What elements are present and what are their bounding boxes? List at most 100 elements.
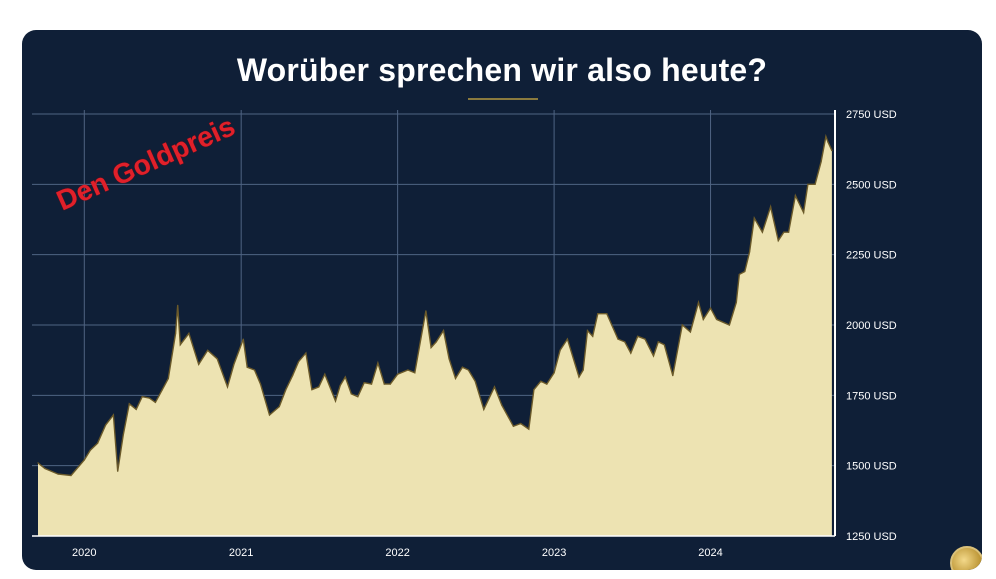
data-point [112, 414, 114, 416]
data-point [467, 369, 469, 371]
data-point [783, 231, 785, 233]
page-title: Worüber sprechen wir also heute? [236, 52, 768, 88]
data-point [716, 318, 718, 320]
y-tick-label: 1500 USD [846, 461, 897, 473]
data-point [586, 330, 589, 332]
data-point [501, 404, 503, 406]
data-point [57, 473, 59, 475]
data-point [350, 393, 352, 395]
data-point [141, 396, 143, 398]
data-point [420, 338, 422, 340]
data-point [652, 355, 655, 357]
data-point [278, 406, 280, 408]
data-point [377, 362, 379, 364]
data-point [559, 349, 561, 351]
data-point [83, 459, 85, 461]
data-point [226, 386, 229, 388]
data-point [37, 462, 39, 464]
data-point [483, 408, 485, 410]
data-point [606, 313, 608, 315]
data-point [318, 386, 320, 388]
data-point [370, 383, 373, 385]
data-point [777, 240, 779, 242]
data-point [788, 231, 790, 233]
data-point [298, 361, 300, 363]
data-point [820, 161, 822, 163]
data-point [831, 150, 833, 152]
data-point [175, 332, 177, 334]
data-point [97, 442, 99, 444]
data-point [753, 217, 755, 219]
data-point [177, 304, 179, 306]
data-point [339, 384, 341, 387]
y-tick-label: 2500 USD [846, 179, 897, 191]
title-underline [468, 98, 538, 100]
data-point [702, 318, 704, 320]
data-point [770, 206, 772, 208]
x-tick-label: 2023 [542, 547, 566, 559]
data-point [672, 375, 674, 377]
x-tick-label: 2021 [229, 547, 253, 559]
data-point [533, 389, 535, 391]
data-point [825, 135, 827, 138]
data-point [207, 349, 209, 351]
data-point [407, 369, 409, 371]
data-point [435, 341, 437, 343]
data-point [397, 373, 399, 375]
y-tick-label: 2750 USD [846, 109, 897, 121]
data-point [807, 183, 809, 185]
data-point [70, 474, 72, 477]
data-point [814, 183, 816, 185]
x-tick-label: 2020 [72, 547, 96, 559]
data-point [383, 383, 385, 385]
data-point [389, 383, 391, 385]
data-point [663, 344, 665, 346]
data-point [520, 422, 522, 425]
gold-price-chart: 1250 USD 1500 USD 1750 USD 2000 USD 2250 USD… [32, 109, 897, 559]
data-point [728, 324, 731, 326]
gold-price-area [38, 136, 832, 536]
data-point [528, 428, 530, 430]
data-point [553, 372, 555, 374]
data-point [305, 352, 307, 354]
data-point [709, 307, 712, 309]
data-point [128, 403, 130, 405]
data-point [122, 434, 124, 436]
data-point [148, 397, 150, 399]
data-point [442, 330, 445, 332]
slide: Worüber sprechen wir also heute? 1250 US… [22, 30, 982, 570]
data-point [827, 141, 829, 143]
data-point [582, 369, 584, 371]
data-point [794, 195, 797, 197]
data-point [735, 301, 737, 304]
data-point [89, 449, 91, 451]
data-point [179, 344, 181, 346]
data-point [161, 389, 163, 391]
data-point [344, 376, 346, 378]
coin-icon[interactable] [950, 546, 982, 570]
data-point [617, 338, 619, 340]
data-point [454, 377, 457, 380]
data-point [268, 414, 271, 416]
data-point [430, 346, 432, 349]
data-point [242, 338, 244, 340]
data-point [461, 366, 463, 368]
data-point [738, 273, 740, 275]
data-point [566, 338, 569, 340]
data-point [578, 376, 580, 378]
data-point [324, 373, 326, 375]
data-point [198, 363, 200, 365]
data-point [512, 425, 514, 427]
data-point [697, 301, 700, 304]
data-point [105, 424, 107, 426]
data-point [253, 369, 256, 371]
data-point [657, 341, 659, 343]
data-point [749, 251, 751, 253]
data-point [597, 313, 599, 315]
data-point [592, 335, 594, 337]
data-point [285, 389, 287, 391]
x-tick-label: 2022 [385, 547, 409, 559]
data-point [493, 386, 496, 388]
data-point [689, 331, 692, 333]
data-point [311, 389, 313, 391]
